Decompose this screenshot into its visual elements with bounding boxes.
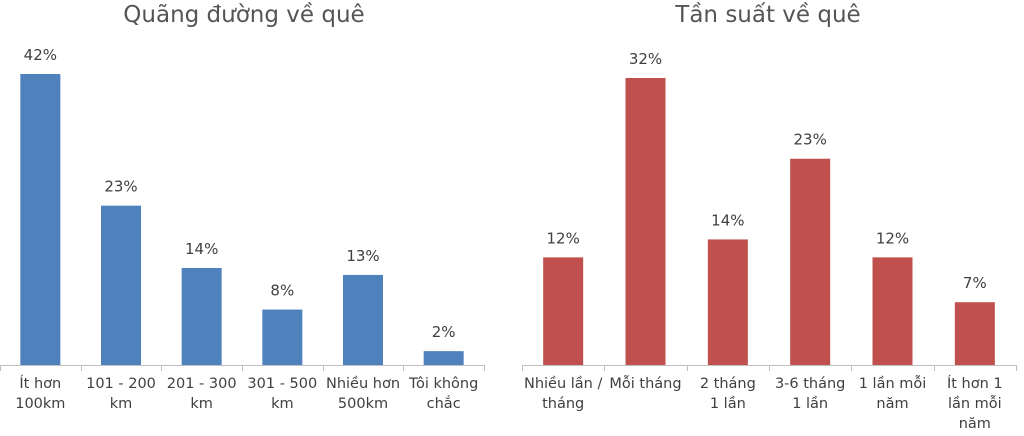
frequency-category-label: Mỗi tháng xyxy=(609,375,681,392)
distance-bar xyxy=(262,309,303,365)
distance-category-label: 101 - 200 km xyxy=(86,376,156,412)
distance-value-label: 23% xyxy=(104,178,137,196)
frequency-category-label: 1 lần mỗi năm xyxy=(859,375,927,412)
frequency-bar xyxy=(625,78,666,365)
distance-value-label: 8% xyxy=(270,282,294,300)
distance-category-label: 201 - 300 km xyxy=(167,376,237,412)
distance-value-label: 42% xyxy=(24,46,57,64)
distance-bar xyxy=(181,268,222,365)
frequency-bar xyxy=(790,158,831,365)
distance-bar xyxy=(343,274,383,365)
distance-value-label: 13% xyxy=(346,247,379,265)
chart-title-distance: Quãng đường về quê xyxy=(123,2,365,28)
distance-category-label: 301 - 500 km xyxy=(247,376,317,412)
frequency-category-label: Ít hơn 1 lần mỗi năm xyxy=(947,375,1003,432)
frequency-value-label: 23% xyxy=(793,131,826,149)
distance-category-label: Tôi không chắc xyxy=(408,376,478,412)
frequency-category-label: 3-6 tháng 1 lần xyxy=(775,376,845,412)
frequency-category-label: 2 tháng 1 lần xyxy=(700,376,756,412)
distance-value-label: 14% xyxy=(185,240,218,258)
frequency-value-label: 32% xyxy=(629,50,662,68)
distance-category-label: Nhiều hơn 500km xyxy=(326,375,400,412)
distance-bar xyxy=(423,351,464,365)
frequency-bar xyxy=(872,257,913,365)
frequency-bar xyxy=(954,302,995,365)
frequency-bar xyxy=(707,239,748,365)
frequency-value-label: 12% xyxy=(546,229,579,247)
frequency-value-label: 12% xyxy=(876,229,909,247)
frequency-value-label: 14% xyxy=(711,211,744,229)
distance-value-label: 2% xyxy=(432,323,456,341)
chart-title-frequency: Tần suất về quê xyxy=(675,2,861,28)
distance-bar xyxy=(101,205,141,365)
frequency-value-label: 7% xyxy=(963,274,987,292)
distance-bar xyxy=(20,74,61,365)
frequency-bar xyxy=(543,257,584,365)
frequency-category-label: Nhiều lần / tháng xyxy=(524,375,602,412)
distance-category-label: Ít hơn 100km xyxy=(15,375,65,412)
